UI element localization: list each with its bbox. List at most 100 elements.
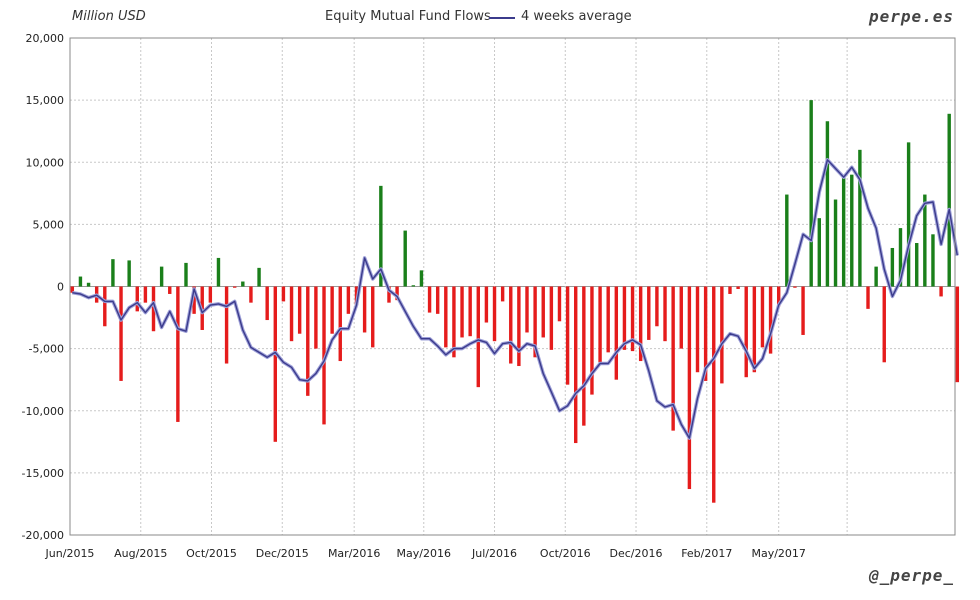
x-tick-label: Mar/2016 [328, 547, 380, 560]
flow-bar [249, 286, 253, 303]
flow-bar [192, 286, 196, 314]
flow-bar [850, 174, 854, 287]
flow-bar [622, 286, 627, 350]
flow-bar [744, 286, 748, 378]
unit-label: Million USD [72, 9, 146, 24]
flow-bar [557, 286, 562, 322]
flow-bar [898, 228, 903, 287]
flow-bar [289, 286, 294, 342]
flow-bar [411, 285, 416, 287]
flow-bar [549, 286, 554, 350]
flow-bar [460, 286, 464, 338]
flow-bar [955, 286, 960, 383]
flow-bar [119, 286, 123, 381]
flow-bar [452, 286, 456, 358]
flow-bar [143, 286, 148, 303]
flow-bar [752, 286, 757, 373]
flow-bar [679, 286, 683, 349]
flow-bar [517, 286, 521, 367]
flow-bar [159, 266, 164, 287]
flow-bar [630, 286, 635, 352]
flow-bar [314, 286, 318, 349]
flow-bar [500, 286, 505, 302]
flow-bar [273, 286, 278, 442]
y-tick-label: -20,000 [22, 529, 64, 542]
y-tick-label: 15,000 [26, 94, 65, 107]
flow-bar [484, 286, 489, 323]
y-tick-label: 20,000 [26, 32, 65, 45]
flow-bar [833, 199, 838, 287]
flow-bar [809, 100, 813, 287]
flow-bar [70, 286, 75, 293]
flow-bar [241, 281, 245, 287]
author-handle: @_perpe_ [868, 566, 954, 585]
x-tick-label: Jul/2016 [471, 547, 517, 560]
flow-bar [257, 267, 261, 287]
flow-bar [874, 266, 878, 287]
flow-bar [858, 149, 862, 287]
flow-bar [362, 286, 367, 333]
flow-bar [476, 286, 480, 388]
flow-bar [760, 286, 765, 348]
flow-bar [606, 286, 610, 353]
x-tick-label: Oct/2016 [540, 547, 591, 560]
flow-bar [208, 286, 213, 303]
x-tick-label: Jun/2015 [45, 547, 95, 560]
flow-bar [695, 286, 700, 373]
flow-bar [541, 286, 545, 338]
flow-bar [427, 286, 432, 313]
x-tick-label: May/2016 [397, 547, 451, 560]
flow-bar [931, 234, 935, 287]
y-tick-label: -15,000 [22, 467, 64, 480]
flow-bar [817, 218, 821, 287]
flow-bar [127, 260, 131, 287]
flow-bar [297, 286, 302, 334]
plot-frame [69, 37, 956, 536]
flow-bar [78, 276, 83, 287]
flow-bar [671, 286, 675, 431]
flow-bar [720, 286, 724, 384]
flow-bar [216, 257, 221, 287]
flow-bar [322, 286, 326, 425]
flow-bar [768, 286, 773, 354]
flow-bar [841, 175, 846, 287]
flow-bar [590, 286, 594, 395]
flow-bar [923, 194, 927, 287]
flow-bar [736, 286, 740, 289]
flow-bar [785, 194, 789, 287]
brand-watermark: perpe.es [868, 7, 954, 26]
flow-bar [906, 142, 911, 287]
x-tick-labels: Jun/2015 Aug/2015 Oct/2015 Dec/2015 Mar/2016… [45, 547, 806, 560]
x-tick-label: Aug/2015 [114, 547, 167, 560]
flow-bar [801, 286, 805, 335]
flow-bar [151, 286, 156, 332]
flow-bar [224, 286, 229, 364]
legend-swatch [489, 17, 515, 19]
average-line-layer [72, 158, 960, 440]
flow-bar [330, 286, 334, 334]
y-tick-label: 5,000 [33, 218, 65, 231]
x-tick-label: Dec/2015 [256, 547, 309, 560]
flow-bar [86, 282, 91, 287]
y-tick-labels: -20,000 -15,000 -10,000 -5,000 0 5,000 10,000 1… [22, 32, 64, 542]
x-tick-label: Feb/2017 [681, 547, 732, 560]
flow-bar [582, 286, 586, 426]
flow-bar [638, 286, 643, 362]
flow-bar [281, 286, 286, 302]
average-line [72, 159, 958, 439]
x-tick-label: Dec/2016 [610, 547, 663, 560]
flow-bar [403, 230, 407, 287]
y-tick-label: -10,000 [22, 405, 64, 418]
flow-bar [419, 270, 424, 287]
average-line-halo [72, 158, 960, 440]
flow-bar [915, 243, 919, 287]
flow-bar [614, 286, 619, 380]
flow-bar [395, 286, 399, 301]
flow-bar [346, 286, 351, 314]
flow-bar [379, 185, 383, 287]
flow-bar [338, 286, 342, 362]
x-tick-label: May/2017 [751, 547, 805, 560]
flow-bar [687, 286, 692, 490]
flow-bar [703, 286, 708, 381]
